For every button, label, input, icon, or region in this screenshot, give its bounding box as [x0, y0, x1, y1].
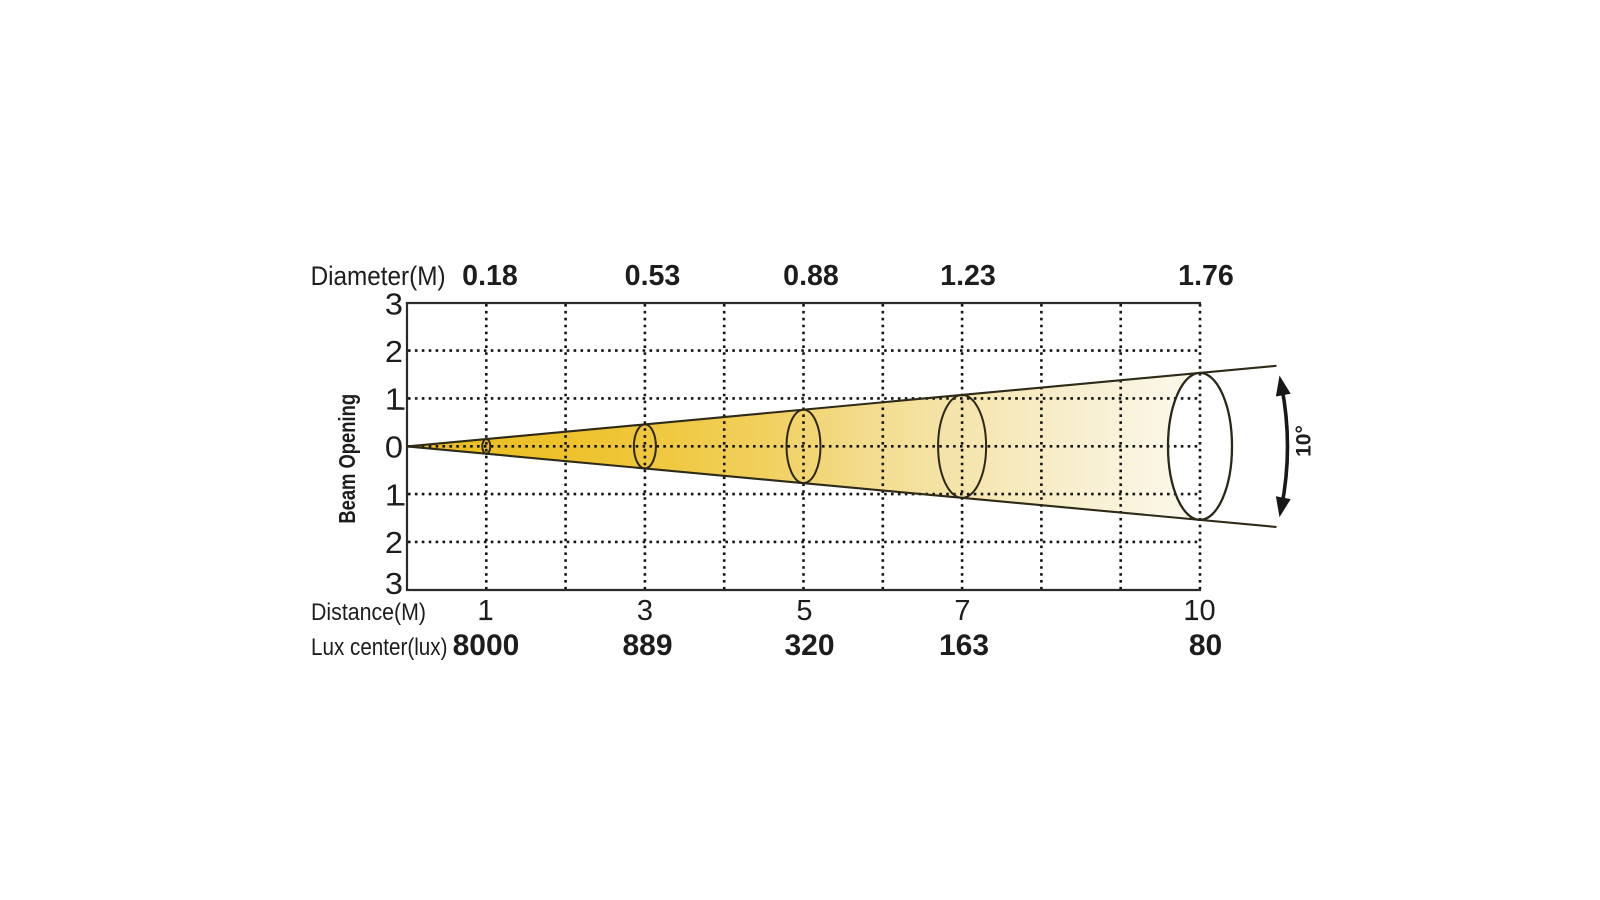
- svg-text:0.88: 0.88: [783, 260, 839, 292]
- svg-text:0: 0: [385, 429, 403, 464]
- svg-text:1: 1: [385, 477, 403, 512]
- svg-text:10: 10: [1183, 595, 1215, 627]
- svg-text:0.18: 0.18: [462, 260, 518, 292]
- svg-text:1: 1: [385, 381, 403, 416]
- svg-text:3: 3: [385, 566, 403, 601]
- svg-text:Diameter(M): Diameter(M): [311, 262, 446, 291]
- svg-text:5: 5: [796, 595, 812, 627]
- svg-text:1: 1: [478, 595, 494, 627]
- svg-text:8000: 8000: [453, 629, 520, 662]
- svg-text:3: 3: [385, 286, 403, 321]
- svg-text:80: 80: [1189, 629, 1222, 662]
- svg-text:163: 163: [939, 629, 989, 662]
- svg-text:0.53: 0.53: [625, 260, 681, 292]
- svg-text:7: 7: [954, 595, 970, 627]
- svg-text:Distance(M): Distance(M): [311, 598, 426, 625]
- svg-text:3: 3: [637, 595, 653, 627]
- svg-text:1.23: 1.23: [940, 260, 996, 292]
- svg-text:Beam Opening: Beam Opening: [335, 394, 360, 524]
- svg-text:889: 889: [622, 629, 672, 662]
- svg-text:10°: 10°: [1293, 425, 1316, 457]
- svg-text:1.76: 1.76: [1178, 260, 1234, 292]
- svg-text:320: 320: [784, 629, 834, 662]
- svg-text:2: 2: [385, 334, 403, 369]
- svg-text:2: 2: [385, 525, 403, 560]
- svg-text:Lux center(lux): Lux center(lux): [311, 634, 447, 661]
